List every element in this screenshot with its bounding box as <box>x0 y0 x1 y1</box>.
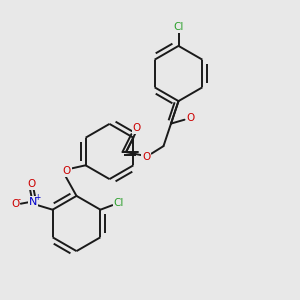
Text: Cl: Cl <box>173 22 184 32</box>
Text: Cl: Cl <box>114 198 124 208</box>
Text: O: O <box>27 179 35 189</box>
Text: O: O <box>186 113 195 123</box>
Text: O: O <box>11 199 19 209</box>
Text: +: + <box>34 193 41 202</box>
Text: O: O <box>142 152 150 162</box>
Text: -: - <box>17 195 20 204</box>
Text: O: O <box>133 123 141 133</box>
Text: O: O <box>63 166 71 176</box>
Text: N: N <box>29 197 37 207</box>
